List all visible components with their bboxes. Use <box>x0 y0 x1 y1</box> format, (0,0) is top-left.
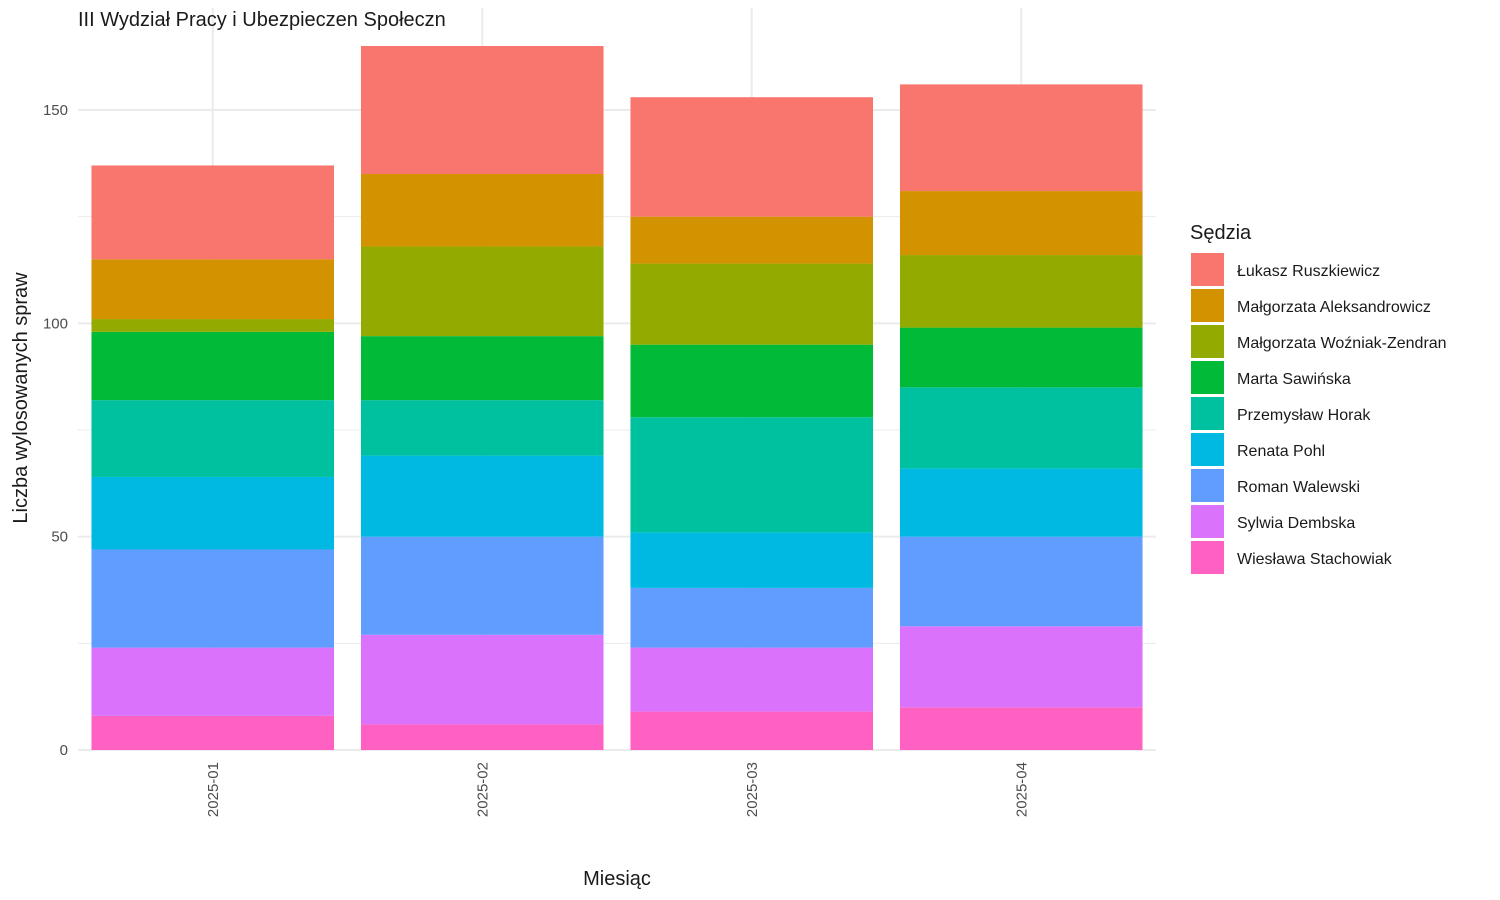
legend-label: Roman Walewski <box>1237 479 1360 496</box>
x-tick-label: 2025-03 <box>744 762 761 817</box>
bar-segment <box>899 626 1143 708</box>
legend-item: Łukasz Ruszkiewicz <box>1191 253 1380 286</box>
legend-label: Łukasz Ruszkiewicz <box>1237 263 1380 280</box>
bar-segment <box>630 532 874 588</box>
legend-item: Przemysław Horak <box>1191 397 1371 430</box>
legend-item: Roman Walewski <box>1191 469 1360 502</box>
legend-swatch <box>1191 361 1224 394</box>
y-tick-label: 0 <box>60 742 68 759</box>
legend-label: Przemysław Horak <box>1237 407 1371 424</box>
chart-title: III Wydział Pracy i Ubezpieczen Społeczn <box>78 9 446 31</box>
legend-swatch <box>1191 253 1224 286</box>
bar-segment <box>360 536 604 635</box>
bar-segment <box>360 724 604 750</box>
legend-swatch <box>1191 433 1224 466</box>
bar-segment <box>360 336 604 401</box>
bar-segment <box>360 46 604 174</box>
legend-swatch <box>1191 541 1224 574</box>
bar-segment <box>899 468 1143 537</box>
bar-segment <box>899 191 1143 256</box>
legend-label: Sylwia Dembska <box>1237 515 1355 532</box>
bar-segment <box>91 715 335 750</box>
bar-segment <box>360 246 604 337</box>
bar-segment <box>630 97 874 217</box>
y-axis-title: Liczba wylosowanych spraw <box>10 272 32 524</box>
legend: Sędzia Łukasz Ruszkiewicz Małgorzata Alek… <box>1190 222 1447 574</box>
bar-segment <box>91 259 335 320</box>
bar-segment <box>91 165 335 260</box>
bar-segment <box>630 711 874 750</box>
bar-segment <box>91 400 335 477</box>
x-axis-title: Miesiąc <box>583 868 651 890</box>
bar-segment <box>91 647 335 716</box>
bar-segment <box>91 331 335 401</box>
y-tick-label: 100 <box>43 315 68 332</box>
bar-segment <box>91 476 335 550</box>
legend-item: Małgorzata Aleksandrowicz <box>1191 289 1431 322</box>
bar-segment <box>899 84 1143 192</box>
bar-segment <box>899 327 1143 388</box>
bar-segment <box>630 587 874 648</box>
legend-label: Małgorzata Woźniak-Zendran <box>1237 335 1447 352</box>
legend-swatch <box>1191 505 1224 538</box>
bars <box>91 46 1143 750</box>
legend-item: Renata Pohl <box>1191 433 1325 466</box>
x-tick-label: 2025-01 <box>205 762 222 817</box>
legend-item: Sylwia Dembska <box>1191 505 1355 538</box>
bar-segment <box>360 400 604 456</box>
legend-item: Wiesława Stachowiak <box>1191 541 1393 574</box>
legend-swatch <box>1191 397 1224 430</box>
bar-segment <box>630 344 874 418</box>
y-axis-ticks: 0 50 100 150 <box>43 102 68 759</box>
bar-segment <box>91 549 335 648</box>
x-axis-ticks: 2025-01 2025-02 2025-03 2025-04 <box>205 762 1031 817</box>
legend-label: Małgorzata Aleksandrowicz <box>1237 299 1431 316</box>
bar-segment <box>630 417 874 533</box>
legend-item: Małgorzata Woźniak-Zendran <box>1191 325 1447 358</box>
legend-label: Renata Pohl <box>1237 443 1325 460</box>
bar-segment <box>899 707 1143 750</box>
bar-segment <box>91 319 335 332</box>
bar-segment <box>360 455 604 537</box>
y-tick-label: 50 <box>51 529 68 546</box>
bar-segment <box>630 216 874 264</box>
legend-swatch <box>1191 469 1224 502</box>
bar-segment <box>899 536 1143 627</box>
bar-segment <box>899 255 1143 328</box>
bar-segment <box>630 647 874 712</box>
y-tick-label: 150 <box>43 102 68 119</box>
legend-label: Marta Sawińska <box>1237 371 1351 388</box>
bar-segment <box>630 263 874 345</box>
legend-swatch <box>1191 325 1224 358</box>
x-tick-label: 2025-04 <box>1013 762 1030 817</box>
legend-swatch <box>1191 289 1224 322</box>
x-tick-label: 2025-02 <box>474 762 491 817</box>
bar-segment <box>360 174 604 247</box>
legend-item: Marta Sawińska <box>1191 361 1351 394</box>
bar-segment <box>360 634 604 725</box>
legend-label: Wiesława Stachowiak <box>1237 551 1393 568</box>
bar-segment <box>899 387 1143 469</box>
legend-title: Sędzia <box>1190 222 1252 244</box>
